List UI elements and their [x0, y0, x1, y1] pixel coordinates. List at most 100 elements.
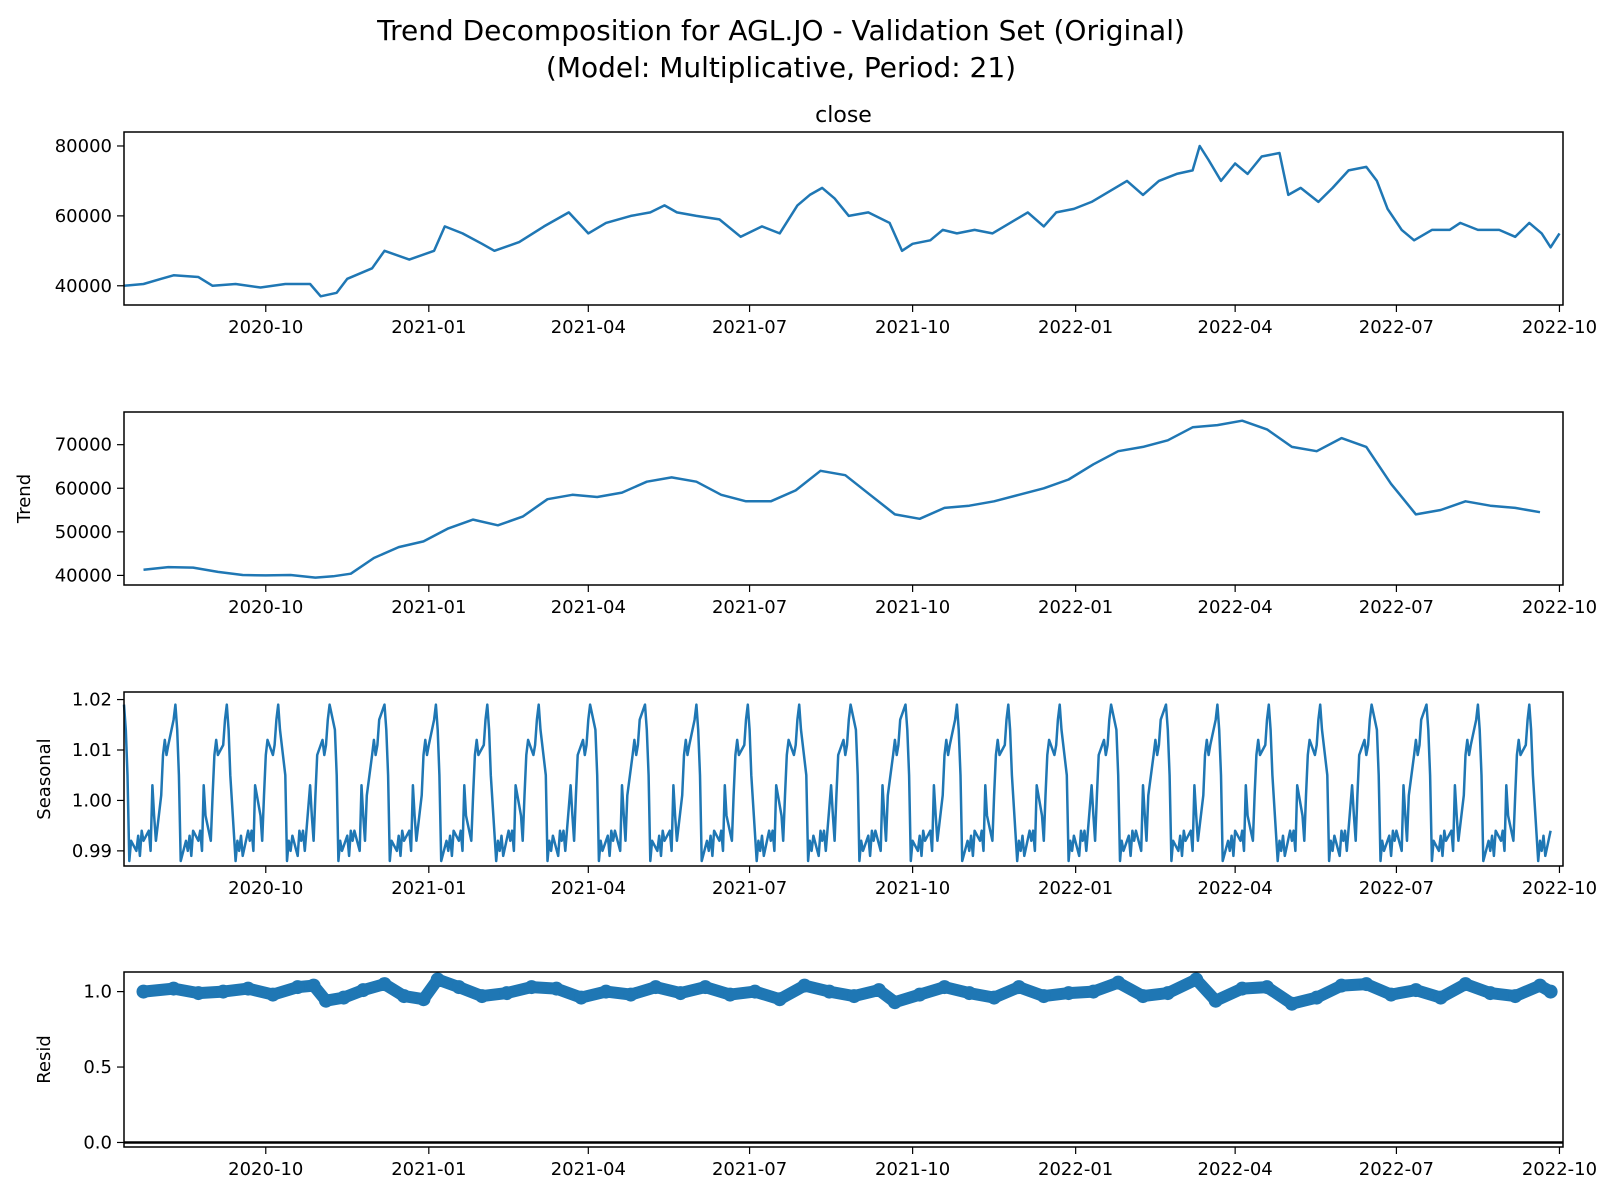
resid-point [574, 990, 589, 1005]
x-tick-label: 2020-10 [228, 1159, 303, 1180]
resid-point [987, 990, 1002, 1005]
resid-point [962, 986, 977, 1001]
resid-point [1309, 990, 1324, 1005]
y-tick-label: 40000 [55, 565, 112, 586]
resid-point [241, 981, 256, 996]
axes-frame [123, 691, 1564, 867]
resid-point [1111, 975, 1126, 990]
x-tick-label: 2021-04 [551, 878, 626, 899]
x-tick-label: 2022-01 [1038, 878, 1113, 899]
resid-point [1208, 993, 1223, 1008]
resid-point [166, 981, 181, 996]
x-tick-label: 2021-07 [712, 317, 787, 338]
x-tick-label: 2022-10 [1522, 878, 1597, 899]
y-tick-label: 1.00 [72, 790, 112, 811]
resid-point [1189, 972, 1204, 987]
x-tick-label: 2022-07 [1359, 1159, 1434, 1180]
resid-point [377, 977, 392, 992]
resid-point [1136, 989, 1150, 1004]
resid-point [336, 990, 351, 1005]
x-tick-label: 2022-10 [1522, 597, 1597, 618]
x-tick-label: 2022-04 [1198, 878, 1273, 899]
panel-1: close 40000 60000 80000 2020-10 2021-01 2021-0… [55, 103, 1597, 338]
resid-point [451, 980, 466, 995]
resid-point [847, 989, 862, 1004]
x-tick-label: 2020-10 [228, 878, 303, 899]
resid-point [319, 993, 333, 1008]
resid-point [475, 989, 489, 1004]
y-tick-label: 0.5 [83, 1057, 112, 1078]
resid-point [673, 986, 688, 1001]
resid-point [499, 986, 514, 1001]
resid-point [1284, 996, 1299, 1011]
x-tick-label: 2022-04 [1198, 597, 1273, 618]
y-tick-label: 80000 [55, 136, 112, 157]
figure-title-line1: Trend Decomposition for AGL.JO - Validat… [376, 14, 1185, 47]
resid-point [265, 987, 280, 1002]
y-tick-label: 70000 [55, 435, 112, 456]
x-tick-label: 2021-01 [391, 878, 466, 899]
resid-point [698, 980, 713, 995]
resid-point [397, 989, 411, 1004]
resid-point [1433, 990, 1448, 1005]
resid-point [623, 987, 638, 1002]
resid-point [1086, 984, 1101, 999]
resid-point [599, 984, 613, 999]
x-tick-label: 2022-10 [1522, 317, 1597, 338]
resid-point [747, 984, 762, 999]
resid-point [1160, 986, 1175, 1001]
panels-group: close 40000 60000 80000 2020-10 2021-01 2021-0… [14, 103, 1597, 1180]
x-tick-label: 2022-04 [1198, 1159, 1273, 1180]
x-tick-label: 2021-07 [712, 1159, 787, 1180]
resid-point [1483, 986, 1498, 1001]
y-tick-label: 1.01 [72, 740, 112, 761]
x-tick-label: 2021-10 [875, 878, 950, 899]
axes-frame [123, 971, 1564, 1148]
resid-point [1061, 986, 1076, 1001]
y-axis-label: Seasonal [34, 738, 55, 819]
axes-frame [123, 131, 1564, 306]
y-tick-label: 60000 [55, 478, 112, 499]
x-tick-label: 2021-01 [391, 317, 466, 338]
resid-point [416, 992, 431, 1007]
x-tick-label: 2021-01 [391, 597, 466, 618]
y-tick-label: 50000 [55, 522, 112, 543]
y-tick-label: 60000 [55, 206, 112, 227]
x-tick-label: 2022-07 [1359, 597, 1434, 618]
resid-point [822, 984, 837, 999]
resid-point [216, 984, 231, 999]
resid-point [549, 981, 564, 996]
resid-point [356, 983, 371, 998]
panel-title: close [815, 103, 872, 128]
panel-3: Seasonal 0.99 1.00 1.01 1.02 2020-10 2021-01 20… [34, 690, 1597, 899]
resid-point [797, 978, 812, 993]
x-tick-label: 2022-04 [1198, 317, 1273, 338]
resid-point [1334, 978, 1349, 993]
x-tick-label: 2021-01 [391, 1159, 466, 1180]
figure-title-line2: (Model: Multiplicative, Period: 21) [546, 51, 1016, 84]
resid-point [1011, 980, 1026, 995]
resid-point [290, 980, 305, 995]
x-tick-label: 2022-07 [1359, 878, 1434, 899]
y-axis-label: Trend [14, 474, 35, 524]
x-tick-label: 2021-10 [875, 597, 950, 618]
resid-point [430, 972, 445, 987]
x-tick-label: 2020-10 [228, 597, 303, 618]
x-tick-label: 2022-01 [1038, 597, 1113, 618]
series-line [143, 419, 1541, 579]
x-tick-label: 2021-07 [712, 597, 787, 618]
x-tick-label: 2020-10 [228, 317, 303, 338]
panel-4: Resid 0.0 0.5 1.0 2020-10 2021-01 2021-04 2021-… [34, 971, 1597, 1180]
y-tick-label: 40000 [55, 276, 112, 297]
panel-2: Trend 40000 50000 60000 70000 2020-10 2021-01 2… [14, 411, 1597, 618]
series-line [123, 144, 1561, 298]
x-tick-label: 2021-04 [551, 597, 626, 618]
resid-point [1508, 989, 1523, 1004]
y-tick-label: 0.0 [83, 1132, 112, 1153]
x-tick-label: 2022-07 [1359, 317, 1434, 338]
resid-point [1036, 989, 1051, 1004]
resid-point [648, 980, 663, 995]
series-line [122, 703, 1552, 863]
resid-point [1384, 987, 1399, 1002]
resid-point [191, 986, 206, 1001]
